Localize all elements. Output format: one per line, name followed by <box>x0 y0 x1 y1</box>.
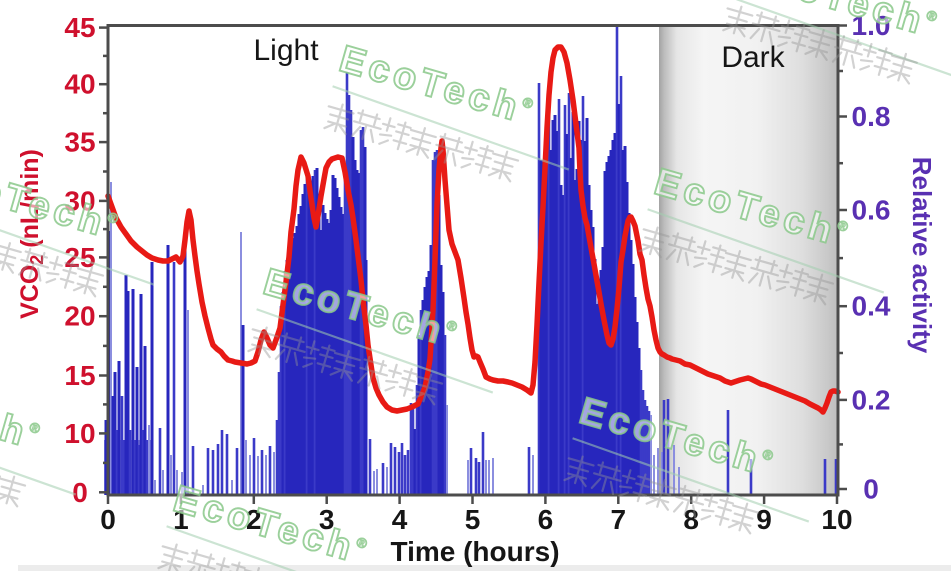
svg-text:0.8: 0.8 <box>852 101 891 132</box>
svg-text:45: 45 <box>64 12 95 43</box>
svg-text:10: 10 <box>821 504 852 535</box>
svg-text:15: 15 <box>64 360 95 391</box>
svg-text:0: 0 <box>100 504 116 535</box>
svg-text:Time (hours): Time (hours) <box>390 536 559 567</box>
svg-text:0: 0 <box>72 477 88 508</box>
svg-text:3: 3 <box>319 504 335 535</box>
svg-text:5: 5 <box>465 504 481 535</box>
svg-text:10: 10 <box>64 418 95 449</box>
svg-text:1: 1 <box>173 504 189 535</box>
svg-text:35: 35 <box>64 127 95 158</box>
svg-text:Dark: Dark <box>721 41 785 74</box>
svg-text:Light: Light <box>253 34 319 67</box>
svg-text:1.0: 1.0 <box>852 10 891 41</box>
svg-text:2: 2 <box>246 504 262 535</box>
svg-text:40: 40 <box>64 69 95 100</box>
svg-text:7: 7 <box>611 504 627 535</box>
svg-text:0.4: 0.4 <box>852 291 891 322</box>
svg-text:4: 4 <box>392 504 408 535</box>
svg-text:6: 6 <box>538 504 554 535</box>
svg-text:0.6: 0.6 <box>852 195 891 226</box>
svg-text:Relative activity: Relative activity <box>907 157 937 354</box>
svg-text:20: 20 <box>64 301 95 332</box>
svg-text:9: 9 <box>756 504 772 535</box>
svg-text:30: 30 <box>64 185 95 216</box>
svg-text:0.2: 0.2 <box>852 384 891 415</box>
svg-text:0: 0 <box>863 474 879 505</box>
svg-text:VCO2 (nL/min): VCO2 (nL/min) <box>16 149 47 319</box>
